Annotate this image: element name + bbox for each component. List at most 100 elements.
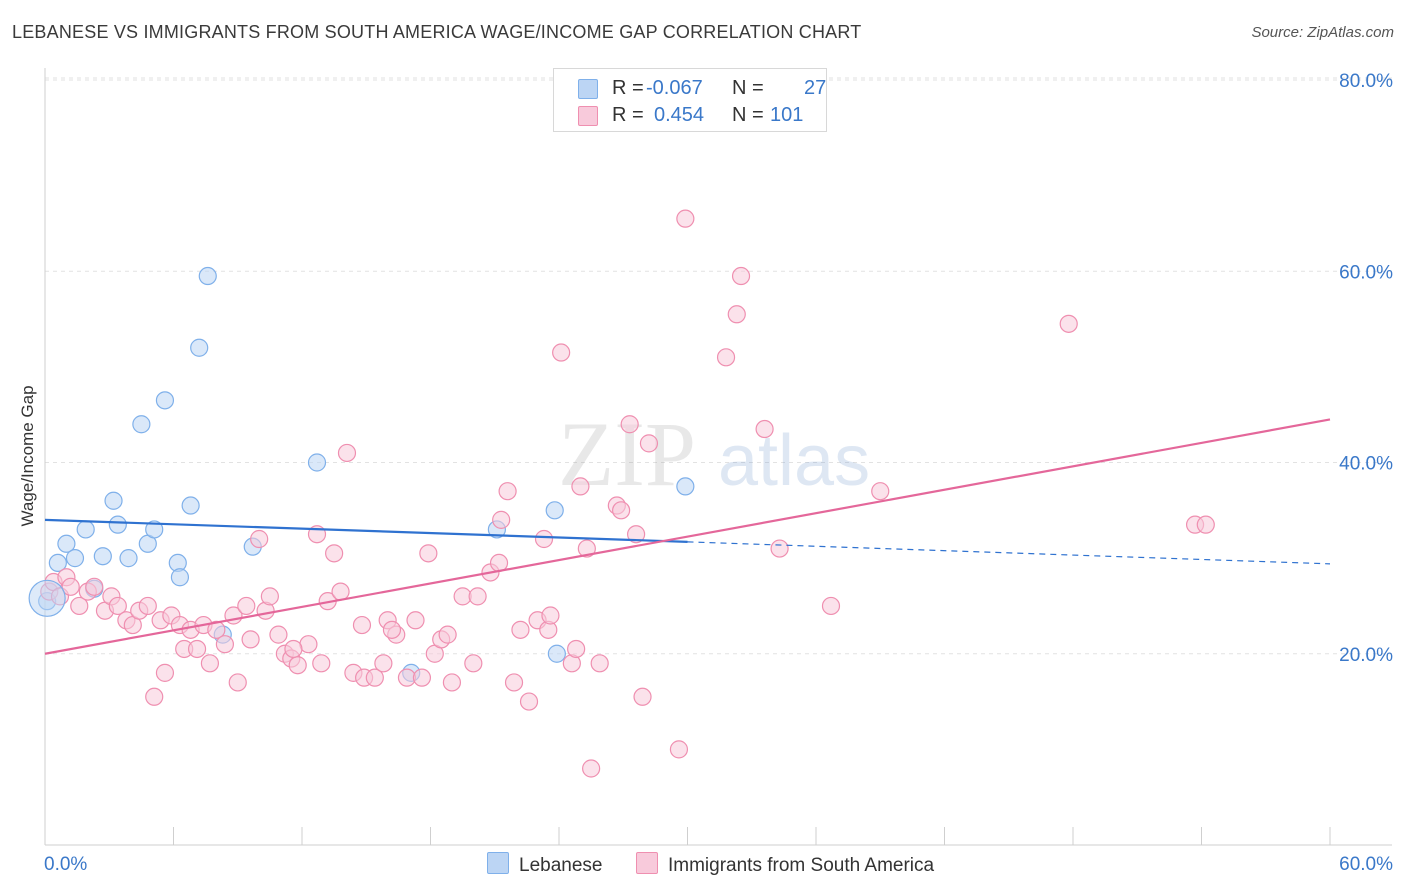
legend-n-label: N =	[732, 77, 764, 99]
legend-swatch-lebanese	[578, 79, 598, 99]
lebanese-point	[155, 391, 175, 410]
south-america-point	[207, 620, 226, 639]
south-america-point	[299, 635, 318, 654]
y-tick-label: 60.0%	[1339, 262, 1393, 283]
south-america-point	[620, 415, 639, 434]
lebanese-trend-line-extrapolated	[687, 541, 1331, 565]
south-america-point	[374, 654, 393, 673]
legend-r-value: -0.067	[646, 77, 703, 99]
lebanese-point	[170, 568, 190, 587]
south-america-point	[492, 510, 511, 529]
lebanese-point	[676, 477, 695, 496]
legend-r-label: R =	[612, 104, 644, 126]
south-america-point	[1196, 515, 1215, 534]
lebanese-point	[132, 415, 151, 434]
south-america-point	[215, 635, 234, 654]
lebanese-point	[57, 534, 76, 553]
south-america-point	[145, 687, 164, 706]
grid-lines	[45, 77, 1392, 655]
south-america-point	[331, 582, 350, 601]
south-america-point	[871, 482, 890, 501]
lebanese-point	[547, 644, 566, 663]
south-america-point	[108, 596, 127, 616]
chart-title: LEBANESE VS IMMIGRANTS FROM SOUTH AMERIC…	[12, 22, 862, 42]
south-america-point	[669, 740, 689, 759]
south-america-point	[567, 639, 586, 659]
x-tick-label: 0.0%	[44, 854, 87, 875]
legend-r-label: R =	[612, 77, 644, 99]
south-america-point	[511, 620, 530, 639]
lebanese-point	[65, 549, 85, 568]
legend-swatch-south-america	[578, 106, 598, 126]
trend-lines	[44, 418, 1331, 655]
south-america-point	[200, 654, 220, 673]
south-america-point	[85, 577, 104, 596]
watermark: ZIP atlas	[558, 403, 870, 505]
south-america-point	[337, 443, 357, 463]
legend-n-value: 27	[804, 77, 827, 99]
south-america-point	[155, 663, 175, 682]
south-america-point	[412, 668, 432, 687]
south-america-point	[498, 482, 517, 501]
bottom-legend-label-south-america: Immigrants from South America	[668, 855, 935, 876]
south-america-point	[260, 587, 279, 606]
south-america-point	[365, 668, 384, 687]
south-america-point	[755, 419, 774, 439]
south-america-point	[541, 606, 560, 625]
south-america-point	[187, 639, 207, 659]
south-america-point	[519, 692, 539, 711]
south-america-point	[237, 596, 256, 616]
south-america-point	[269, 625, 288, 644]
x-tick-label: 60.0%	[1339, 854, 1393, 875]
south-america-point	[582, 759, 601, 778]
y-axis-label: Wage/Income Gap	[18, 385, 37, 527]
south-america-point	[821, 596, 841, 616]
lebanese-point	[145, 520, 164, 539]
data-points	[28, 209, 1215, 778]
y-tick-label: 20.0%	[1339, 645, 1393, 666]
south-america-point	[382, 620, 402, 639]
lebanese-point	[545, 501, 564, 520]
bottom-legend-swatch-south-america	[636, 852, 658, 874]
lebanese-trend-line	[44, 518, 688, 543]
south-america-point	[288, 656, 307, 675]
lebanese-point	[190, 338, 209, 357]
lebanese-point	[48, 553, 67, 573]
south-america-point	[590, 654, 609, 673]
south-america-point	[504, 673, 524, 692]
lebanese-point	[119, 549, 138, 568]
south-america-point	[571, 477, 590, 496]
bottom-legend-south-america: Immigrants from South America	[636, 852, 934, 877]
lebanese-point	[307, 453, 327, 472]
south-america-point	[70, 596, 89, 616]
watermark-atlas: atlas	[718, 421, 870, 501]
south-america-point	[577, 539, 596, 558]
lebanese-point	[108, 515, 127, 534]
source-label: Source: ZipAtlas.com	[1251, 24, 1394, 41]
lebanese-point	[28, 579, 66, 617]
lebanese-point	[93, 547, 112, 566]
lebanese-point	[76, 520, 95, 539]
south-america-point	[352, 615, 372, 635]
axes	[44, 68, 1392, 846]
south-america-point	[770, 539, 789, 558]
bottom-legend-label-lebanese: Lebanese	[519, 855, 603, 876]
south-america-point	[534, 529, 554, 549]
correlation-legend: R = -0.067 N = 27 R = 0.454 N = 101	[553, 68, 827, 132]
south-america-point	[419, 544, 438, 563]
south-america-point	[731, 266, 751, 286]
south-america-point	[626, 525, 646, 544]
south-america-point	[325, 544, 344, 563]
south-america-point	[552, 343, 571, 362]
y-tick-label: 80.0%	[1339, 71, 1393, 92]
south-america-point	[639, 434, 659, 453]
legend-r-value: 0.454	[654, 104, 705, 126]
south-america-point	[1059, 314, 1078, 333]
bottom-legend-lebanese: Lebanese	[487, 852, 602, 877]
south-america-point	[228, 673, 247, 692]
south-america-point	[468, 587, 487, 606]
lebanese-point	[181, 496, 200, 515]
y-tick-label: 40.0%	[1339, 454, 1393, 475]
lebanese-point	[198, 266, 217, 286]
